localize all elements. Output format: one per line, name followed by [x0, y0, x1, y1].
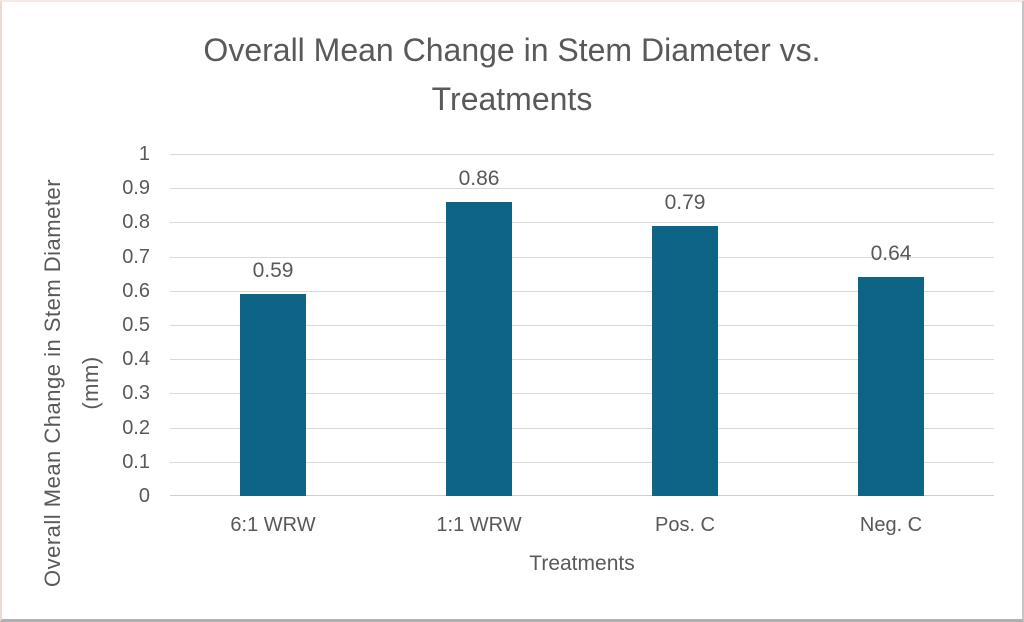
y-tick-label: 0.3: [122, 382, 150, 404]
y-tick-label: 0.6: [122, 280, 150, 302]
y-gridline: [170, 359, 994, 360]
x-axis-baseline: [170, 495, 994, 496]
x-tick-label: 6:1 WRW: [230, 514, 316, 536]
y-gridline: [170, 462, 994, 463]
y-tick-label: 0.1: [122, 451, 150, 473]
y-tick-label: 1: [138, 143, 150, 165]
y-tick-label: 0.8: [122, 211, 150, 233]
y-gridline: [170, 291, 994, 292]
data-label: 0.59: [252, 259, 294, 282]
x-axis-title: Treatments: [529, 552, 635, 575]
y-tick-label: 0.2: [122, 417, 150, 439]
x-tick-label: Pos. C: [654, 514, 716, 536]
y-tick-label: 0.7: [122, 246, 150, 268]
bar-pos-c: [652, 226, 718, 496]
y-gridline: [170, 222, 994, 223]
x-tick-label: 1:1 WRW: [436, 514, 522, 536]
chart-title: Overall Mean Change in Stem Diameter vs.…: [203, 32, 821, 117]
y-gridline: [170, 428, 994, 429]
bar-neg-c: [858, 277, 924, 496]
y-tick-label: 0.9: [122, 177, 150, 199]
y-gridline: [170, 257, 994, 258]
bar-6-1-wrw: [240, 294, 306, 496]
data-label: 0.79: [664, 191, 706, 214]
y-gridline: [170, 325, 994, 326]
bar-1-1-wrw: [446, 202, 512, 496]
x-tick-label: Neg. C: [859, 514, 923, 536]
plot-area: [170, 154, 994, 496]
y-tick-label: 0: [138, 485, 150, 507]
data-label: 0.64: [870, 242, 912, 265]
y-gridline: [170, 188, 994, 189]
y-gridline: [170, 393, 994, 394]
y-tick-label: 0.5: [122, 314, 150, 336]
data-label: 0.86: [458, 167, 500, 190]
y-tick-label: 0.4: [122, 348, 150, 370]
y-gridline: [170, 154, 994, 155]
